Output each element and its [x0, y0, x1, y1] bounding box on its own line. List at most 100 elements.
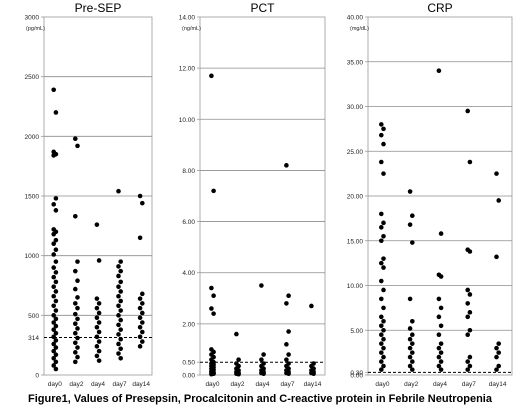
data-point — [379, 350, 384, 355]
data-point — [53, 289, 59, 294]
data-point — [73, 301, 78, 306]
x-tick-label: day4 — [91, 381, 105, 388]
data-point — [407, 336, 413, 342]
data-point — [116, 303, 121, 309]
data-point — [137, 315, 143, 321]
data-point — [73, 321, 78, 326]
y-tick-label: 14.00 — [179, 15, 196, 22]
x-tick-label: day14 — [489, 381, 507, 388]
y-tick-label: 25.00 — [347, 149, 364, 156]
data-point — [51, 284, 56, 289]
data-point — [118, 268, 123, 274]
data-point — [51, 348, 56, 354]
data-point — [96, 329, 102, 335]
y-tick-label: 2000 — [25, 134, 40, 141]
data-point — [284, 301, 289, 306]
data-point — [381, 171, 386, 176]
data-point — [410, 341, 415, 346]
data-point — [51, 231, 56, 237]
data-point — [379, 278, 384, 284]
data-point — [75, 259, 80, 264]
data-point — [438, 341, 444, 346]
data-point — [116, 322, 121, 328]
data-point — [73, 330, 78, 336]
data-point — [118, 346, 123, 352]
data-point — [75, 326, 80, 331]
data-point — [309, 303, 314, 309]
data-point — [116, 341, 121, 347]
data-point — [53, 359, 59, 365]
data-point — [116, 188, 121, 194]
data-point — [379, 260, 384, 266]
data-point — [381, 327, 386, 333]
data-point — [51, 334, 56, 340]
data-point — [410, 350, 415, 355]
data-point — [73, 136, 78, 142]
data-point — [209, 306, 214, 311]
chart-panel-1: 0 500 1000 1500 2000 2500 3000 314 (pg/mL) Pre-SE… — [25, 1, 153, 388]
data-point — [118, 355, 123, 361]
data-point — [140, 301, 145, 306]
data-point — [410, 319, 415, 324]
y-tick-label: 1500 — [25, 194, 40, 201]
data-point — [407, 189, 413, 194]
data-point — [494, 345, 499, 351]
data-point — [51, 313, 56, 318]
data-point — [407, 222, 413, 227]
data-point — [211, 188, 216, 194]
data-point — [438, 359, 444, 364]
data-point — [73, 268, 78, 274]
data-point — [96, 339, 102, 344]
data-point — [381, 265, 386, 270]
y-tick-label: 500 — [28, 313, 39, 320]
data-point — [140, 200, 145, 206]
data-point — [438, 305, 444, 311]
data-point — [51, 303, 56, 309]
data-point — [96, 348, 102, 354]
data-point — [137, 305, 143, 311]
y-tick-label: 35.00 — [347, 59, 364, 66]
data-point — [381, 287, 386, 293]
x-tick-label: day7 — [462, 381, 476, 388]
data-point — [467, 363, 473, 369]
data-point — [467, 310, 473, 315]
data-point — [236, 371, 241, 377]
y-tick-label: 40.00 — [347, 15, 364, 22]
data-point — [379, 238, 384, 244]
y-tick-label: 20.00 — [347, 194, 364, 201]
data-point — [137, 193, 143, 199]
data-point — [436, 296, 442, 302]
data-point — [53, 338, 59, 343]
unit-label: (pg/mL) — [26, 26, 45, 32]
x-tick-label: day2 — [230, 381, 244, 388]
data-point — [381, 305, 386, 311]
data-point — [53, 196, 59, 201]
data-point — [407, 345, 413, 351]
data-point — [137, 296, 143, 301]
data-point — [96, 258, 102, 263]
data-point — [53, 110, 59, 115]
data-point — [51, 202, 56, 207]
data-point — [259, 283, 264, 288]
data-point — [209, 371, 214, 377]
data-point — [51, 341, 56, 347]
data-point — [53, 316, 59, 322]
data-point — [53, 279, 59, 285]
data-point — [75, 335, 80, 341]
data-point — [51, 293, 56, 299]
data-point — [140, 320, 145, 325]
data-point — [209, 73, 214, 79]
data-point — [379, 359, 384, 364]
data-point — [94, 315, 100, 321]
data-point — [407, 296, 413, 302]
data-point — [379, 314, 384, 320]
data-point — [53, 259, 59, 264]
data-point — [118, 259, 123, 264]
y-tick-label: 0.00 — [350, 373, 363, 380]
data-point — [436, 345, 442, 351]
data-point — [51, 355, 56, 361]
data-point — [496, 363, 502, 369]
data-point — [436, 332, 442, 338]
data-point — [465, 108, 471, 114]
data-point — [118, 317, 123, 323]
